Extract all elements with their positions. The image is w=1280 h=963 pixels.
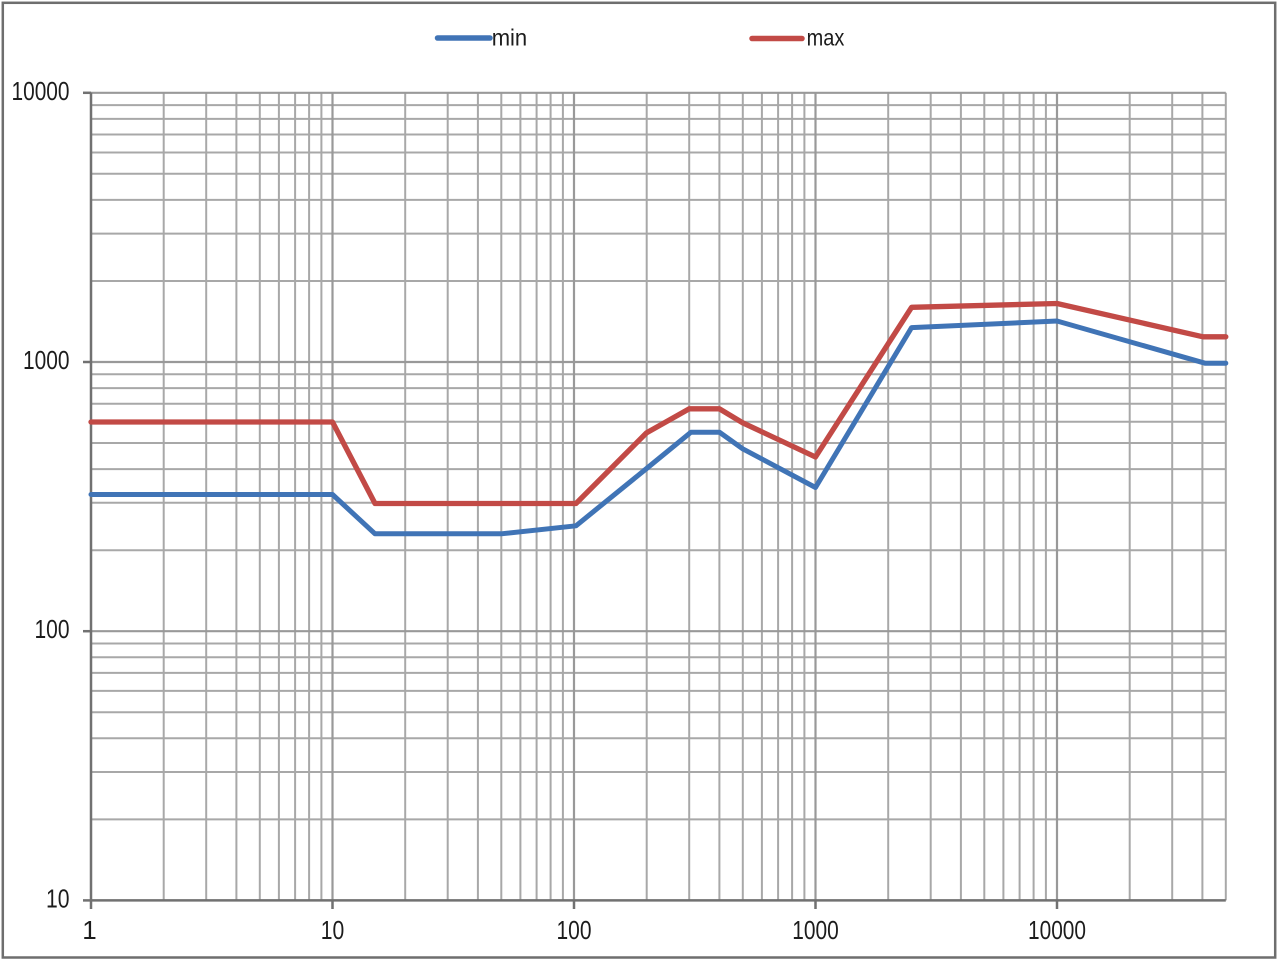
svg-text:min: min <box>492 24 528 50</box>
svg-text:100: 100 <box>557 915 592 945</box>
svg-text:10: 10 <box>46 883 70 913</box>
svg-text:100: 100 <box>35 614 70 644</box>
svg-text:10000: 10000 <box>12 76 70 106</box>
svg-text:1000: 1000 <box>792 915 839 945</box>
svg-text:10: 10 <box>321 915 345 945</box>
svg-text:1000: 1000 <box>23 345 70 375</box>
svg-text:10000: 10000 <box>1028 915 1086 945</box>
svg-text:max: max <box>807 24 845 50</box>
svg-text:1: 1 <box>82 915 96 945</box>
